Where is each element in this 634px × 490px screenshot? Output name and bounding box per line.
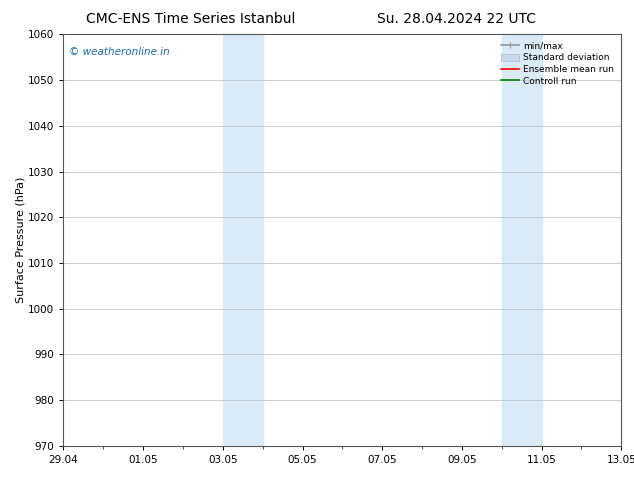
Y-axis label: Surface Pressure (hPa): Surface Pressure (hPa) — [15, 177, 25, 303]
Text: © weatheronline.in: © weatheronline.in — [69, 47, 170, 57]
Legend: min/max, Standard deviation, Ensemble mean run, Controll run: min/max, Standard deviation, Ensemble me… — [499, 39, 617, 88]
Text: Su. 28.04.2024 22 UTC: Su. 28.04.2024 22 UTC — [377, 12, 536, 26]
Bar — [223, 34, 262, 446]
Bar — [501, 34, 541, 446]
Text: CMC-ENS Time Series Istanbul: CMC-ENS Time Series Istanbul — [86, 12, 295, 26]
